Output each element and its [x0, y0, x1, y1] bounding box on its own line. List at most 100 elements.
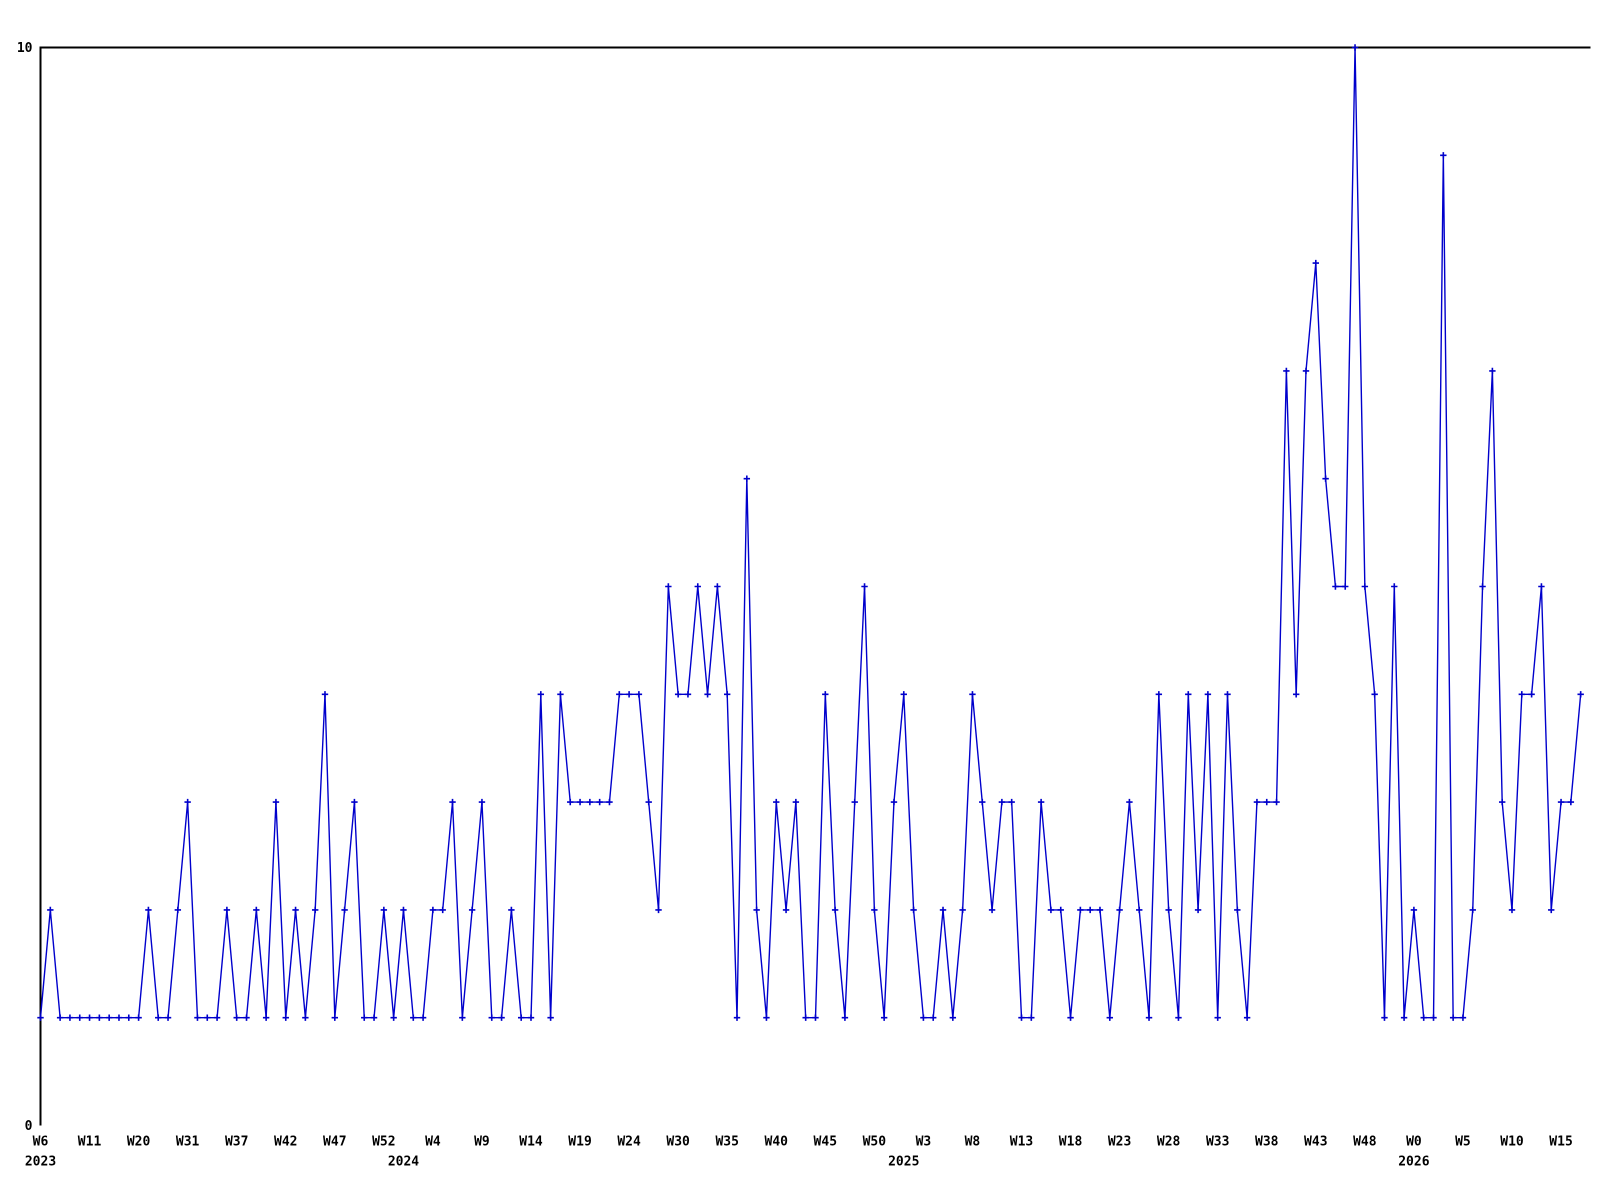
x-axis-tick-label: W6 — [33, 1135, 49, 1150]
data-point-marker — [1292, 691, 1300, 698]
x-axis-tick-label: W4 — [425, 1135, 441, 1150]
data-point-marker — [871, 906, 878, 914]
data-point-marker — [1273, 798, 1280, 806]
x-axis-tick-label: W8 — [965, 1135, 981, 1150]
data-point-marker — [616, 691, 623, 698]
data-point-marker — [1047, 906, 1055, 914]
data-point-marker — [419, 1014, 427, 1021]
data-point-marker — [930, 1014, 937, 1021]
data-point-marker — [194, 1014, 201, 1021]
data-point-marker — [1155, 691, 1163, 698]
x-axis-tick-label: W33 — [1206, 1135, 1229, 1150]
data-point-marker — [253, 906, 260, 914]
data-point-marker — [1420, 1014, 1427, 1021]
data-point-marker — [1253, 798, 1261, 806]
data-point-marker — [488, 1014, 495, 1021]
data-point-marker — [96, 1014, 103, 1021]
data-point-marker — [890, 798, 898, 806]
data-point-marker — [1214, 1014, 1221, 1021]
data-point-marker — [880, 1014, 888, 1021]
data-point-marker — [47, 906, 54, 914]
data-point-marker — [900, 691, 907, 698]
data-point-marker — [635, 691, 643, 698]
data-point-marker — [272, 798, 280, 806]
x-axis-tick-label: W5 — [1455, 1135, 1471, 1150]
data-point-marker — [782, 906, 790, 914]
data-point-marker — [1538, 583, 1545, 590]
data-point-marker — [959, 906, 966, 914]
data-point-marker — [674, 691, 682, 698]
x-axis-tick-label: W18 — [1059, 1135, 1083, 1150]
data-point-marker — [812, 1014, 819, 1021]
data-point-marker — [1430, 1014, 1437, 1021]
data-point-marker — [400, 906, 407, 914]
data-point-marker — [979, 798, 986, 806]
data-point-marker — [164, 1014, 172, 1021]
data-point-marker — [459, 1014, 466, 1021]
data-point-marker — [576, 798, 584, 806]
data-point-marker — [969, 691, 976, 698]
x-axis-tick-label: W30 — [666, 1135, 690, 1150]
x-axis-tick-label: W48 — [1353, 1135, 1377, 1150]
x-axis-year-label: 2025 — [888, 1155, 919, 1170]
x-axis-tick-label: W0 — [1406, 1135, 1422, 1150]
data-point-marker — [213, 1014, 221, 1021]
data-point-marker — [606, 798, 613, 806]
data-point-marker — [567, 798, 574, 806]
plot-axes — [39, 46, 1591, 1126]
data-point-marker — [1479, 583, 1486, 590]
data-point-marker — [802, 1014, 809, 1021]
data-point-marker — [1400, 1014, 1408, 1021]
x-axis-tick-label: W50 — [863, 1135, 887, 1150]
data-point-marker — [645, 798, 652, 806]
data-point-marker — [1018, 1014, 1025, 1021]
data-point-marker — [1449, 1014, 1457, 1021]
data-point-marker — [939, 906, 947, 914]
data-point-marker — [1469, 906, 1476, 914]
data-point-marker — [694, 583, 701, 590]
data-point-marker — [1116, 906, 1123, 914]
data-point-marker — [1489, 367, 1496, 375]
data-point-marker — [331, 1014, 338, 1021]
axis-frame — [39, 46, 1591, 1126]
x-axis-tick-label: W15 — [1549, 1135, 1572, 1150]
data-point-marker — [1175, 1014, 1182, 1021]
data-point-marker — [1567, 798, 1575, 806]
data-point-marker — [56, 1014, 64, 1021]
data-point-marker — [76, 1014, 83, 1021]
data-point-marker — [910, 906, 917, 914]
x-axis-tick-label: W13 — [1010, 1135, 1033, 1150]
x-axis-year-label: 2026 — [1398, 1155, 1429, 1170]
x-axis-tick-label: W14 — [519, 1135, 543, 1150]
data-point-marker — [429, 906, 437, 914]
x-axis-tick-label: W52 — [372, 1135, 395, 1150]
data-point-marker — [753, 906, 760, 914]
data-point-marker — [243, 1014, 250, 1021]
data-point-marker — [233, 1014, 240, 1021]
data-point-marker — [145, 906, 152, 914]
series-group — [37, 44, 1584, 1021]
data-point-marker — [724, 691, 731, 698]
x-axis-year-label: 2023 — [25, 1155, 56, 1170]
data-point-marker — [1096, 906, 1104, 914]
data-point-marker — [920, 1014, 927, 1021]
data-point-marker — [1361, 583, 1369, 590]
data-point-marker — [1028, 1014, 1035, 1021]
data-point-marker — [586, 798, 594, 806]
data-point-marker — [311, 906, 319, 914]
data-point-marker — [390, 1014, 397, 1021]
data-point-marker — [1234, 906, 1241, 914]
data-point-markers — [37, 44, 1584, 1021]
y-axis-tick-label: 10 — [17, 41, 33, 56]
data-point-marker — [1508, 906, 1516, 914]
y-axis-tick-labels: 10 0 — [17, 41, 33, 1134]
x-axis-tick-labels: W6 W11 W20 W31 W37 W42 W47 W52 W4 W9 W14 W19 W24 W30 W… — [33, 1135, 1573, 1150]
data-point-marker — [988, 906, 996, 914]
data-point-marker — [1224, 691, 1231, 698]
data-point-marker — [537, 691, 545, 698]
data-point-marker — [1518, 691, 1526, 698]
data-point-marker — [184, 798, 191, 806]
x-axis-year-labels: 2023 2024 2025 2026 — [25, 1155, 1430, 1170]
data-point-marker — [733, 1014, 741, 1021]
